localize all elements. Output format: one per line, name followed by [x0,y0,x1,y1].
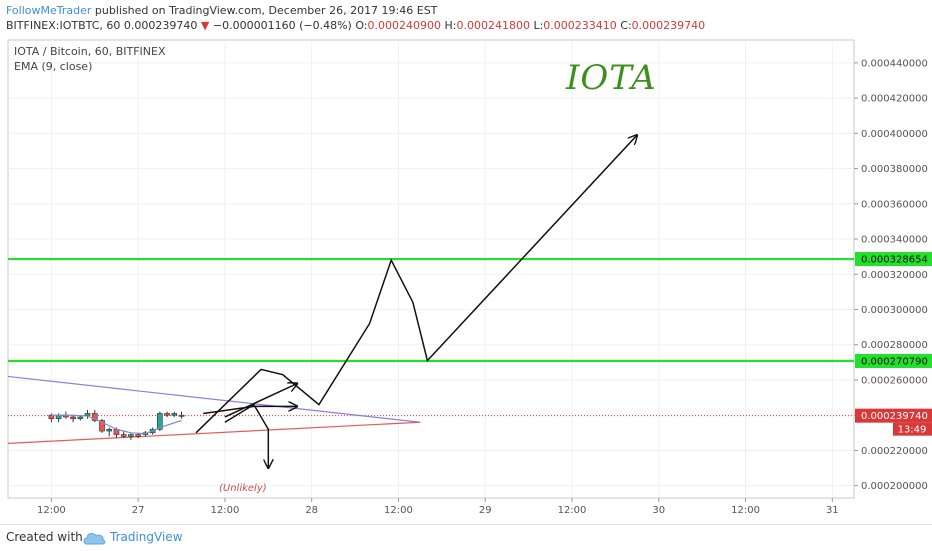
level-price-tag [855,353,932,368]
y-tick-label: 0.000320000 [861,270,928,281]
created-with-text: Created with [6,530,83,544]
candle-body [128,434,134,437]
open-label: O: [355,19,368,32]
y-tick-label: 0.000220000 [861,446,928,457]
y-tick-label: 0.000300000 [861,305,928,316]
projection-arrow [203,406,297,415]
ohlc-line: BITFINEX:IOTBTC, 60 0.000239740 ▼ −0.000… [6,19,705,32]
published-text: published on TradingView.com, December 2… [94,4,438,17]
candle-body [106,428,113,432]
current-price-label: 0.000239740 [861,411,928,422]
current-price-tag [855,408,932,423]
down-arrow-icon: ▼ [200,19,210,32]
candle-body [157,413,163,430]
y-tick-label: 0.000380000 [861,164,928,175]
y-tick-label: 0.000440000 [861,58,928,69]
change-value: −0.000001160 (−0.48%) [212,19,352,32]
x-tick-label: 12:00 [731,505,760,516]
x-tick-label: 28 [305,505,318,516]
tradingview-cloud-icon [83,533,106,545]
projection-arrow [224,384,297,418]
level-price-label: 0.000328654 [861,255,928,266]
x-tick-label: 31 [826,505,839,516]
projection-arrow [195,135,637,434]
x-tick-label: 12:00 [558,505,587,516]
level-price-label: 0.000270790 [861,356,928,367]
unlikely-annotation: (Unlikely) [219,483,267,494]
x-tick-label: 29 [479,505,492,516]
y-tick-label: 0.000200000 [861,481,928,492]
time-axis[interactable]: 12:00 27 12:00 28 12:00 29 12:00 30 12:00 31 [37,498,839,516]
candle-body [91,413,98,421]
author-link[interactable]: FollowMeTrader [6,4,92,17]
footer: Created with TradingView [0,524,932,551]
level-price-tag [855,252,932,267]
x-tick-label: 12:00 [384,505,413,516]
candle-body [135,434,141,437]
close-value: 0.000239740 [631,19,706,32]
countdown-label: 13:49 [898,425,927,436]
candle-body [99,420,105,432]
ema-line [51,414,182,435]
x-tick-label: 27 [132,505,145,516]
chart-annotation-title: IOTA [566,58,657,98]
candle-body [164,413,170,416]
low-value: 0.000233410 [543,19,617,32]
price-chart[interactable]: 0.0002000000.0002200000.0002400000.00026… [0,0,932,524]
projection-arrows [195,135,637,468]
close-label: C: [620,19,632,32]
x-tick-label: 12:00 [37,505,66,516]
ema-legend[interactable]: EMA (9, close) [14,60,93,73]
publisher-line: FollowMeTrader published on TradingView.… [6,4,437,17]
y-tick-label: 0.000420000 [861,94,928,105]
ema-series [51,414,182,435]
price-axis[interactable]: 0.0002000000.0002200000.0002400000.00026… [854,58,932,492]
projection-arrow [224,403,268,468]
candle-body [77,416,84,420]
last-price: 0.000239740 [123,19,198,32]
candle-body [171,413,178,416]
tradingview-link[interactable]: TradingView [110,530,183,544]
open-value: 0.000240900 [367,19,441,32]
candle-body [70,416,76,420]
grid [8,40,854,498]
levels [8,257,854,417]
symbol-label: BITFINEX:IOTBTC, 60 [6,19,121,32]
lower-trendline [7,421,421,444]
candle-body [84,413,91,416]
x-tick-label: 12:00 [211,505,240,516]
y-tick-label: 0.000260000 [861,375,928,386]
trendlines [7,375,421,444]
plot-border [7,39,855,499]
y-tick-label: 0.000280000 [861,340,928,351]
pair-legend[interactable]: IOTA / Bitcoin, 60, BITFINEX [14,45,166,58]
candle-body [178,414,185,417]
countdown-tag [893,422,932,436]
high-label: H: [444,19,457,32]
high-value: 0.000241800 [456,19,530,32]
y-tick-label: 0.000340000 [861,235,928,246]
y-tick-label: 0.000360000 [861,199,928,210]
low-label: L: [533,19,544,32]
x-tick-label: 30 [652,505,665,516]
upper-trendline [7,375,421,423]
y-tick-label: 0.000400000 [861,129,928,140]
candle-body [120,434,127,437]
